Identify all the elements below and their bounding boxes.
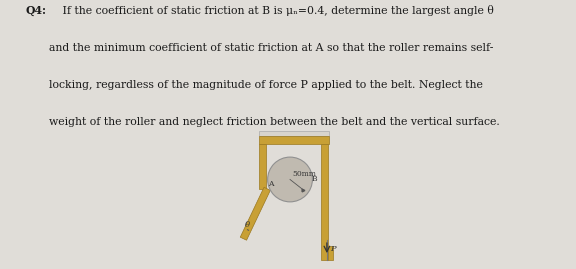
Text: locking, regardless of the magnitude of force P applied to the belt. Neglect the: locking, regardless of the magnitude of … [49,80,483,90]
Bar [259,136,329,144]
Bar [259,144,266,189]
Text: and the minimum coefficient of static friction at A so that the roller remains s: and the minimum coefficient of static fr… [49,43,494,52]
Text: θ: θ [245,221,249,229]
Text: P: P [330,245,336,253]
Bar [259,132,329,136]
Polygon shape [240,187,270,240]
Text: weight of the roller and neglect friction between the belt and the vertical surf: weight of the roller and neglect frictio… [49,117,500,127]
Text: B: B [312,175,317,183]
Text: Q4:: Q4: [25,5,46,16]
Text: A: A [268,180,273,188]
Bar [328,246,333,260]
Bar [321,144,328,260]
Text: If the coefficient of static friction at B is μₙ=0.4, determine the largest angl: If the coefficient of static friction at… [59,5,494,16]
Circle shape [268,157,312,202]
Text: 50mm: 50mm [292,170,316,178]
